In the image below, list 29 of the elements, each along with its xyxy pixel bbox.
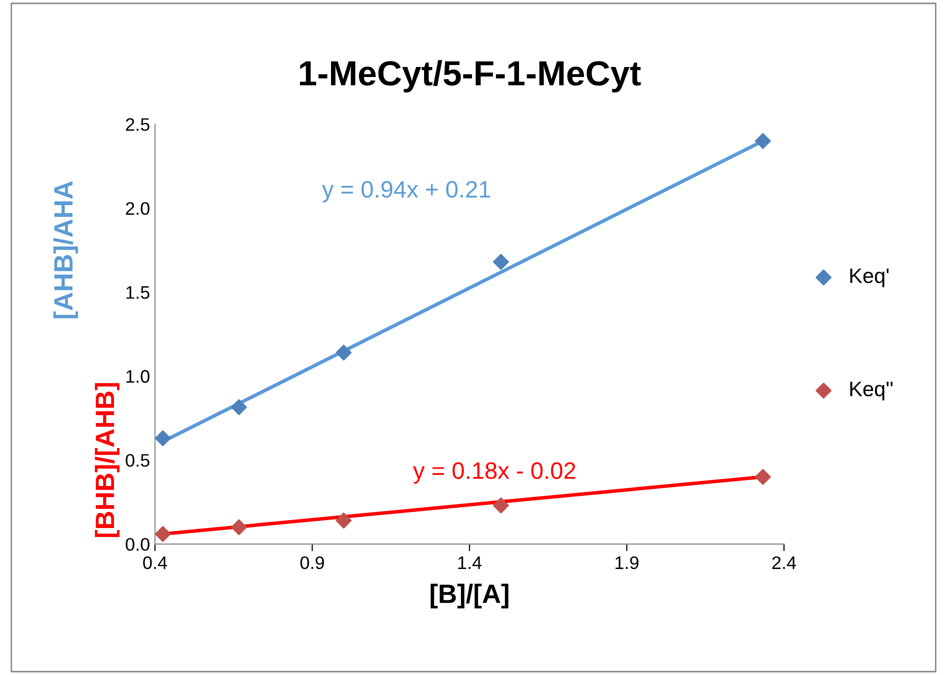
point: [336, 512, 352, 529]
annotation: y = 0.18x - 0.02: [413, 462, 576, 484]
point: [336, 344, 352, 361]
point: [492, 497, 509, 514]
x-tick-label: 0.9: [300, 556, 324, 570]
x-tick-label: 1.4: [458, 556, 482, 569]
y-tick-label: 0.0: [126, 538, 150, 551]
point: [492, 254, 509, 270]
legend-label: Keq'': [850, 382, 893, 400]
point: [155, 526, 171, 542]
text: [AHB]/AHA: [53, 181, 78, 318]
annotation: y = 0.94x + 0.21: [322, 180, 490, 202]
point: [754, 468, 771, 485]
point: [155, 430, 171, 446]
x-axis-title: [B]/[A]: [430, 584, 508, 608]
chart-title: 1-MeCyt/5-F-1-MeCyt: [300, 60, 641, 93]
point: [230, 399, 247, 416]
x-tick-label: 1.9: [616, 556, 638, 570]
y-tick-label: 2.5: [126, 118, 150, 131]
y-axis-title: [BHB]/[AHB]: [94, 383, 120, 538]
y-tick-label: 2.0: [126, 202, 150, 215]
x-tick-label: 0.4: [143, 556, 168, 570]
y-tick-label: 1.5: [126, 286, 150, 299]
point: [230, 519, 247, 536]
legend-label: Keq': [850, 268, 889, 288]
x-tick-label: 2.4: [772, 556, 796, 569]
point: [754, 133, 771, 149]
y-tick-label: 1.0: [126, 370, 150, 383]
y-tick-label: 0.5: [126, 454, 150, 467]
